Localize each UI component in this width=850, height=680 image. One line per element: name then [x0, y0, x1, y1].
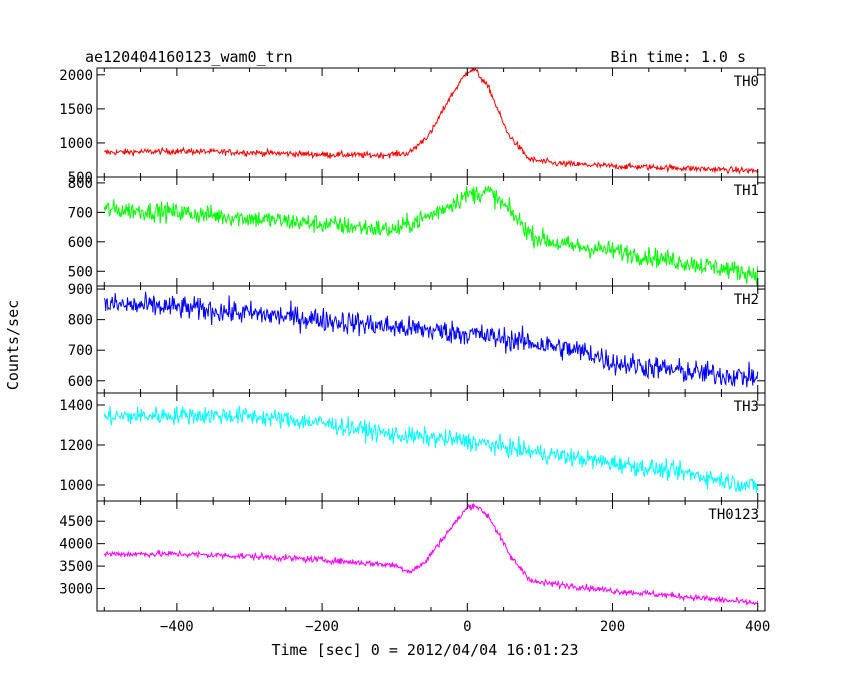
y-axis-label: Counts/sec [4, 300, 22, 390]
chart-title-left: ae120404160123_wam0_trn [85, 48, 293, 66]
panel-label-th0123: TH0123 [708, 507, 759, 523]
series-line-th0 [104, 67, 759, 175]
y-tick-label: 700 [68, 205, 93, 221]
plot-frame [96, 392, 766, 502]
panel-th3: 1000 1200 1400 TH3 [59, 392, 766, 502]
y-tick-label: 3500 [59, 559, 93, 575]
y-tick-label: 500 [68, 170, 93, 186]
y-tick-label: 900 [68, 282, 93, 298]
panel-label-th3: TH3 [734, 399, 759, 415]
series-line-th3 [103, 405, 759, 494]
y-tick-label: 1000 [59, 136, 93, 152]
panel-th0123: 3000 3500 4000 4500 TH0123 [59, 500, 766, 612]
series-line-th1 [103, 185, 759, 286]
panels-group: 500 1000 1500 2000 TH0 500 600 700 800 TH1 600 700 8… [59, 67, 766, 612]
panel-th2: 600 700 800 900 TH2 [68, 282, 766, 394]
x-tick-label: −400 [160, 619, 194, 635]
y-tick-label: 4000 [59, 537, 93, 553]
y-tick-label: 2000 [59, 68, 93, 84]
panel-th0: 500 1000 1500 2000 TH0 [59, 67, 766, 186]
y-tick-label: 1200 [59, 438, 93, 454]
x-tick-label: −200 [305, 619, 339, 635]
series-line-th2 [103, 291, 759, 388]
y-tick-label: 700 [68, 343, 93, 359]
y-tick-label: 500 [68, 264, 93, 280]
y-tick-label: 600 [68, 235, 93, 251]
y-tick-label: 800 [68, 176, 93, 192]
x-axis-label: Time [sec] 0 = 2012/04/04 16:01:23 [271, 641, 578, 659]
chart-title-right: Bin time: 1.0 s [611, 48, 746, 66]
x-tick-label: 200 [600, 619, 625, 635]
panel-label-th2: TH2 [734, 292, 759, 308]
series-line-th0123 [103, 502, 759, 606]
plot-frame [96, 67, 766, 178]
panel-label-th0: TH0 [734, 74, 759, 90]
y-tick-label: 1500 [59, 102, 93, 118]
y-tick-label: 4500 [59, 514, 93, 530]
y-tick-label: 600 [68, 374, 93, 390]
y-tick-label: 3000 [59, 582, 93, 598]
y-tick-label: 1400 [59, 398, 93, 414]
x-tick-label: 0 [463, 619, 471, 635]
panel-label-th1: TH1 [734, 183, 759, 199]
plot-frame [96, 176, 766, 287]
x-tick-label: 400 [745, 619, 770, 635]
x-tick-labels: −400 −200 0 200 400 [160, 619, 770, 635]
y-tick-label: 800 [68, 313, 93, 329]
y-tick-label: 1000 [59, 478, 93, 494]
panel-th1: 500 600 700 800 TH1 [68, 176, 766, 287]
